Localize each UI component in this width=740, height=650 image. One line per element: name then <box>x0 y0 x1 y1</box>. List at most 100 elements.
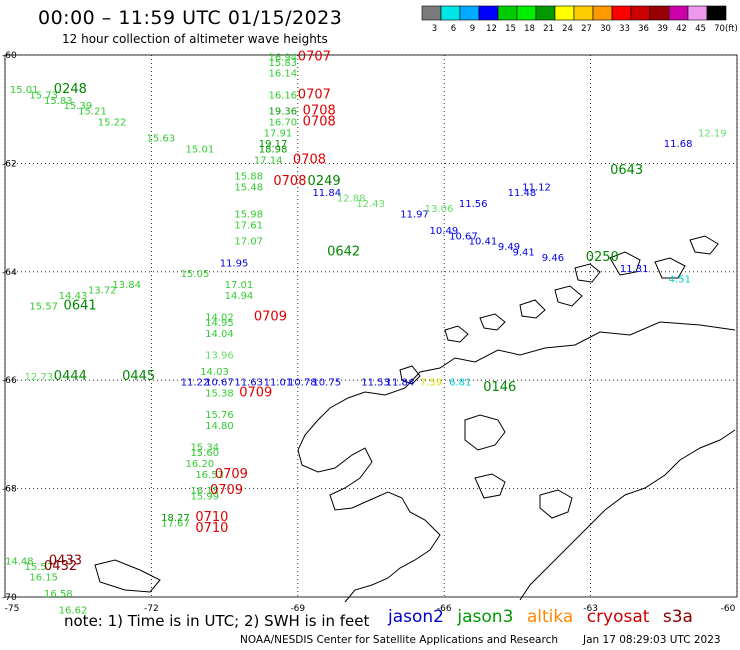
pass-time-label: 0642 <box>327 245 360 260</box>
island-outline <box>399 365 421 385</box>
swh-value: 16.14 <box>269 69 298 80</box>
pass-time-label: 0708 <box>303 104 336 119</box>
colorbar-label: 27 <box>581 24 592 34</box>
map-frame <box>4 54 738 598</box>
island-outline <box>554 285 583 307</box>
lon-tick-label: -72 <box>144 604 159 614</box>
island-outline <box>519 299 546 319</box>
swh-value: 15.60 <box>190 448 219 459</box>
island-outline <box>574 263 601 283</box>
swh-value: 15.98 <box>234 210 263 221</box>
colorbar-swatch <box>478 5 499 21</box>
pass-time-label: 0708 <box>303 114 336 129</box>
colorbar-swatch <box>611 5 632 21</box>
swh-value: 9.41 <box>513 248 535 259</box>
island-outline <box>539 489 573 519</box>
swh-value: 11.12 <box>522 183 551 194</box>
swh-value: 17.14 <box>254 155 283 166</box>
pass-time-label: 0643 <box>610 163 643 178</box>
swh-value: 17.01 <box>225 280 254 291</box>
swh-value: 15.88 <box>234 172 263 183</box>
swh-value: 11.95 <box>220 258 249 269</box>
swh-value: 17.07 <box>234 237 263 248</box>
colorbar-swatch <box>535 5 556 21</box>
island-outline <box>689 235 719 255</box>
swh-value: 15.01 <box>186 145 215 156</box>
colorbar-label: 45 <box>695 24 706 34</box>
swh-value: 15.22 <box>98 117 127 128</box>
swh-value: 16.15 <box>190 486 219 497</box>
pass-time-label: 0432 <box>44 559 77 574</box>
swh-value: 14.80 <box>205 421 234 432</box>
colorbar-swatch <box>516 5 537 21</box>
swh-value: 11.22 <box>181 378 210 389</box>
credit-line: NOAA/NESDIS Center for Satellite Applica… <box>240 634 558 646</box>
swh-value: 12.73 <box>25 372 54 383</box>
colorbar-label: 30 <box>600 24 611 34</box>
swh-observations: 16.9415.8316.1416.1619.3616.7017.9119.17… <box>5 52 727 616</box>
swh-value: 11.97 <box>400 210 429 221</box>
swh-value: 11.84 <box>312 188 341 199</box>
swh-value: 14.94 <box>225 291 254 302</box>
swh-value: 13.72 <box>88 285 117 296</box>
colorbar-label: 3 <box>432 24 437 34</box>
colorbar-swatch <box>573 5 594 21</box>
lat-tick-label: -70 <box>2 593 17 603</box>
swh-value: 18.27 <box>161 513 190 524</box>
swh-value: 15.57 <box>25 562 54 573</box>
pass-time-label: 0710 <box>195 510 228 525</box>
lat-tick-label: -62 <box>2 159 17 169</box>
lon-tick-label: -69 <box>290 604 305 614</box>
swh-value: 4.51 <box>669 275 691 286</box>
swh-value: 6.81 <box>449 378 471 389</box>
swh-value: 15.83 <box>44 96 73 107</box>
colorbar-label: 39 <box>657 24 668 34</box>
swh-value: 14.95 <box>205 318 234 329</box>
pass-time-label: 0708 <box>293 152 326 167</box>
colorbar-label: 18 <box>524 24 535 34</box>
pass-time-label: 0709 <box>239 385 272 400</box>
swh-value: 10.49 <box>430 226 459 237</box>
island-outline <box>479 313 506 331</box>
swh-value: 10.75 <box>312 378 341 389</box>
page-subtitle: 12 hour collection of altimeter wave hei… <box>62 32 328 46</box>
colorbar-swatch <box>554 5 575 21</box>
pass-time-label: 0707 <box>298 87 331 102</box>
swh-value: 15.57 <box>29 302 58 313</box>
swh-value: 10.67 <box>205 378 234 389</box>
swh-value: 15.48 <box>234 183 263 194</box>
swh-value: 11.63 <box>234 378 263 389</box>
swh-value: 10.67 <box>449 231 478 242</box>
footnote: note: 1) Time is in UTC; 2) SWH is in fe… <box>64 612 370 630</box>
lat-tick-label: -60 <box>2 51 17 61</box>
pass-time-label: 0709 <box>254 310 287 325</box>
swh-value: 11.31 <box>620 264 649 275</box>
pass-time-label: 0709 <box>215 467 248 482</box>
colorbar-swatch <box>592 5 613 21</box>
lon-tick-label: -75 <box>5 604 20 614</box>
swh-value: 15.63 <box>147 134 176 145</box>
island-outline <box>609 251 641 276</box>
swh-value: 13.84 <box>112 280 141 291</box>
colorbar-label: 24 <box>562 24 573 34</box>
colorbar-swatch <box>706 5 727 21</box>
swh-value: 11.53 <box>361 378 390 389</box>
island-outline <box>464 414 506 451</box>
pass-time-label: 0708 <box>273 174 306 189</box>
swh-value: 11.56 <box>459 199 488 210</box>
swh-value: 14.43 <box>59 291 88 302</box>
swh-value: 14.02 <box>205 313 234 324</box>
colorbar-swatch <box>687 5 708 21</box>
swh-value: 16.58 <box>44 589 73 600</box>
colorbar-label: 21 <box>543 24 554 34</box>
lon-tick-label: -60 <box>721 604 736 614</box>
swh-value: 11.68 <box>664 139 693 150</box>
swh-value: 17.61 <box>234 220 263 231</box>
swh-value: 15.73 <box>29 90 58 101</box>
pass-time-label: 0433 <box>49 553 82 568</box>
colorbar-label: 12 <box>486 24 497 34</box>
coastline <box>94 235 736 603</box>
satellite-altika: altika <box>526 607 574 627</box>
